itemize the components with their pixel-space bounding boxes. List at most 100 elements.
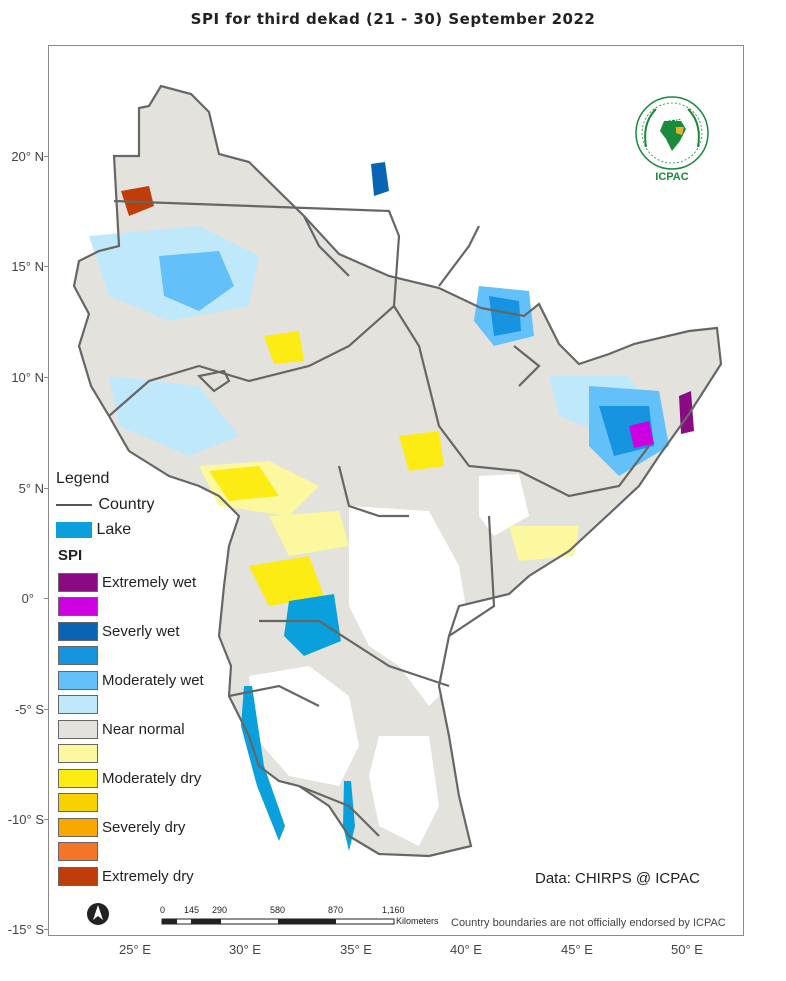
tick (44, 819, 48, 820)
swatch-slightly-wet (58, 695, 98, 714)
moderately-dry-patch (209, 466, 279, 501)
swatch-extremely-dry (58, 867, 98, 886)
map-frame (48, 45, 744, 936)
swatch-label: Near normal (102, 721, 185, 738)
scale-bar-graphic (161, 918, 395, 925)
severely-wet-patch (489, 296, 521, 336)
lat-label: 10° N (11, 370, 44, 385)
scale-tick: 0 (160, 905, 166, 915)
swatch-label: Moderately dry (102, 770, 202, 787)
tick (44, 929, 48, 930)
lat-label: 20° N (11, 149, 44, 164)
scale-tick: 1,160 (382, 905, 405, 915)
icpac-logo: IGAD ICPAC (632, 93, 712, 188)
moderately-dry-patch (399, 431, 444, 471)
swatch-label: Extremely wet (102, 574, 197, 591)
logo-igad-text: IGAD (660, 113, 684, 123)
lon-label: 40° E (450, 942, 482, 957)
legend-country-label: Country (98, 496, 155, 513)
swatch-very-wet (58, 597, 98, 616)
country-border (448, 515, 496, 637)
lake-swatch (56, 521, 92, 538)
scale-unit: Kilometers (396, 916, 439, 926)
legend-lake-label: Lake (96, 521, 132, 538)
north-arrow-icon (87, 903, 109, 925)
country-border (303, 215, 350, 277)
scale-tick: 145 (184, 905, 200, 915)
swatch-slightly-dry (58, 744, 98, 763)
moderately-dry-patch (264, 331, 304, 364)
swatch-label: Severely dry (102, 819, 186, 836)
tick (44, 377, 48, 378)
tick (44, 156, 48, 157)
country-border (228, 684, 320, 707)
scale-tick: 870 (328, 905, 344, 915)
swatch-label: Severly wet (102, 623, 180, 640)
spi-legend-title: SPI (58, 547, 83, 564)
spi-map (72, 84, 723, 858)
moderately-dry-patch (249, 556, 324, 606)
lon-label: 25° E (119, 942, 151, 957)
country-line-icon (56, 503, 92, 506)
swatch-moderately-wet (58, 671, 98, 690)
country-border (259, 619, 450, 688)
swatch-very-dry (58, 842, 98, 861)
logo-icpac-text: ICPAC (655, 171, 689, 183)
extremely-wet-patch (629, 421, 654, 448)
country-border (438, 225, 480, 287)
legend-title: Legend (56, 470, 110, 487)
nodata-area (369, 736, 439, 846)
country-border (108, 305, 395, 417)
country-border (113, 199, 401, 307)
country-boundaries (72, 84, 723, 858)
boundary-disclaimer: Country boundaries are not officially en… (451, 917, 726, 929)
swatch-label: Extremely dry (102, 868, 194, 885)
lat-label: -10° S (7, 812, 44, 827)
severely-wet-patch (371, 162, 389, 196)
nodata-area (349, 506, 469, 706)
lake-tanganyika (241, 686, 285, 841)
lake-malawi (343, 781, 355, 851)
swatch-moderately-dry (58, 769, 98, 788)
country-border (337, 465, 409, 518)
lon-label: 45° E (561, 942, 593, 957)
tick (44, 266, 48, 267)
country-border (196, 369, 231, 393)
lon-label: 30° E (229, 942, 261, 957)
tick (44, 709, 48, 710)
swatch-extremely-wet (58, 573, 98, 592)
country-border (298, 784, 380, 837)
light-dry-patch (269, 511, 349, 556)
swatch-severly-wet (58, 622, 98, 641)
scale-tick: 290 (212, 905, 228, 915)
nodata-area (249, 666, 359, 786)
light-dry-patch (509, 526, 579, 561)
lat-label: -5° S (14, 702, 44, 717)
map-title: SPI for third dekad (21 - 30) September … (190, 10, 596, 28)
country-border (72, 84, 723, 858)
lat-label: 5° N (18, 481, 44, 496)
moderately-wet-patch (159, 251, 234, 311)
nodata-area (479, 474, 529, 536)
lon-label: 50° E (671, 942, 703, 957)
scale-tick: 580 (270, 905, 286, 915)
lon-label: 35° E (340, 942, 372, 957)
light-wet-patch (109, 376, 239, 456)
tick (44, 488, 48, 489)
lat-label: -15° S (7, 922, 44, 937)
tick (44, 598, 48, 599)
data-credit: Data: CHIRPS @ ICPAC (535, 870, 700, 887)
swatch-near-normal (58, 720, 98, 739)
lat-label: 15° N (11, 259, 44, 274)
country-border (513, 345, 541, 387)
scale-bar: 0 145 290 580 870 1,160 Kilometers (160, 905, 439, 932)
swatch-label: Moderately wet (102, 672, 204, 689)
country-border (393, 305, 650, 498)
swatch-dry (58, 793, 98, 812)
igad-emblem-icon (635, 96, 709, 170)
north-arrow (86, 902, 110, 931)
lat-label: 0° (21, 591, 34, 606)
lake-victoria (284, 594, 341, 656)
swatch-severely-dry (58, 818, 98, 837)
legend-lake-row: Lake (54, 521, 131, 539)
